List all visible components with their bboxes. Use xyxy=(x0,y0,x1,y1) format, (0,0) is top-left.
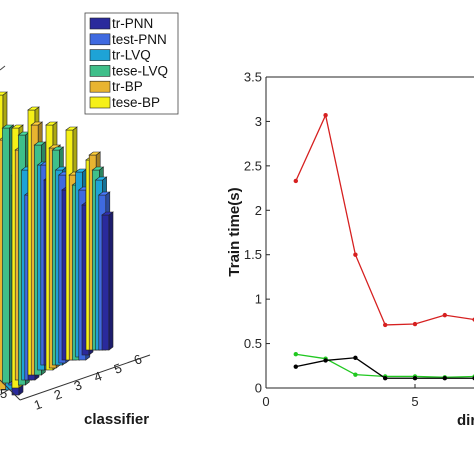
y-tick-label: 0.5 xyxy=(244,336,262,351)
x-tick-label: 1 xyxy=(32,396,44,413)
series-line-3 xyxy=(295,357,474,379)
series-point-3 xyxy=(323,358,328,363)
legend-label: tr-LVQ xyxy=(112,48,151,63)
legend-label: tese-LVQ xyxy=(112,63,168,78)
side-axis-line xyxy=(0,379,21,401)
bar-top-6 xyxy=(97,191,111,196)
bar-top-1 xyxy=(1,124,15,129)
y-tick-label: 1.5 xyxy=(244,247,262,262)
series-point-1 xyxy=(383,322,388,328)
series-point-3 xyxy=(293,364,298,369)
legend-label: tese-BP xyxy=(112,95,160,110)
bar-top-3 xyxy=(30,121,44,126)
bar-top-4 xyxy=(51,146,65,151)
series-point-3 xyxy=(353,355,358,360)
bar-top-6 xyxy=(88,151,102,156)
legend-swatch xyxy=(89,17,111,30)
bar-top-6 xyxy=(94,176,108,181)
legend-label: test-PNN xyxy=(112,32,167,47)
x-tick-label: 0 xyxy=(262,394,269,409)
top-edge-line xyxy=(0,65,6,71)
y-tick-label: 2 xyxy=(255,203,262,218)
legend-swatch xyxy=(89,96,111,109)
bar-top-6 xyxy=(101,211,114,216)
series-point-1 xyxy=(293,178,298,184)
legend-swatch xyxy=(89,49,111,61)
bar-top-5 xyxy=(65,126,78,131)
bar-top-4 xyxy=(48,144,62,149)
legend-label: tr-BP xyxy=(112,79,143,94)
bar-top-3 xyxy=(33,141,47,146)
series-point-1 xyxy=(412,321,418,327)
series-point-2 xyxy=(293,352,298,357)
x-tick-label: 5 xyxy=(411,394,418,409)
bar-top-1 xyxy=(0,91,8,96)
legend-swatch xyxy=(89,65,111,77)
series-point-2 xyxy=(353,372,358,377)
x-tick-label: 6 xyxy=(132,351,144,368)
bar-top-2 xyxy=(11,124,24,129)
x-tick-label: 2 xyxy=(52,386,64,403)
floor-edge-line xyxy=(0,389,9,396)
series-line-1 xyxy=(295,113,474,326)
x-axis-line xyxy=(19,354,151,401)
series-point-1 xyxy=(323,113,328,118)
y-tick-label: 0 xyxy=(255,381,262,396)
x-tick-label: 4 xyxy=(92,368,104,385)
series-point-3 xyxy=(442,376,447,381)
legend-swatch xyxy=(89,80,111,93)
series-point-1 xyxy=(442,312,447,318)
side-tick-label: 5 xyxy=(0,386,7,401)
series-point-3 xyxy=(383,376,388,381)
x-tick-label: 3 xyxy=(72,377,84,394)
x-tick-label: 5 xyxy=(112,360,124,377)
bar-top-6 xyxy=(91,166,105,171)
legend-label: tr-PNN xyxy=(112,16,153,31)
y-tick-label: 3.5 xyxy=(244,70,262,85)
y-axis-label: Train time(s) xyxy=(226,187,243,276)
bar-top-4 xyxy=(45,121,58,126)
y-tick-label: 2.5 xyxy=(244,158,262,173)
series-point-3 xyxy=(412,376,418,381)
series-line-2 xyxy=(295,353,474,378)
legend-swatch xyxy=(89,33,111,46)
x-axis-label: classifier xyxy=(84,411,149,428)
y-tick-label: 1 xyxy=(255,292,262,307)
series-point-1 xyxy=(353,252,358,257)
bar-groups xyxy=(0,91,114,396)
x-axis-label: dir xyxy=(457,412,474,429)
bar-top-3 xyxy=(27,106,40,111)
y-tick-label: 3 xyxy=(255,114,262,129)
